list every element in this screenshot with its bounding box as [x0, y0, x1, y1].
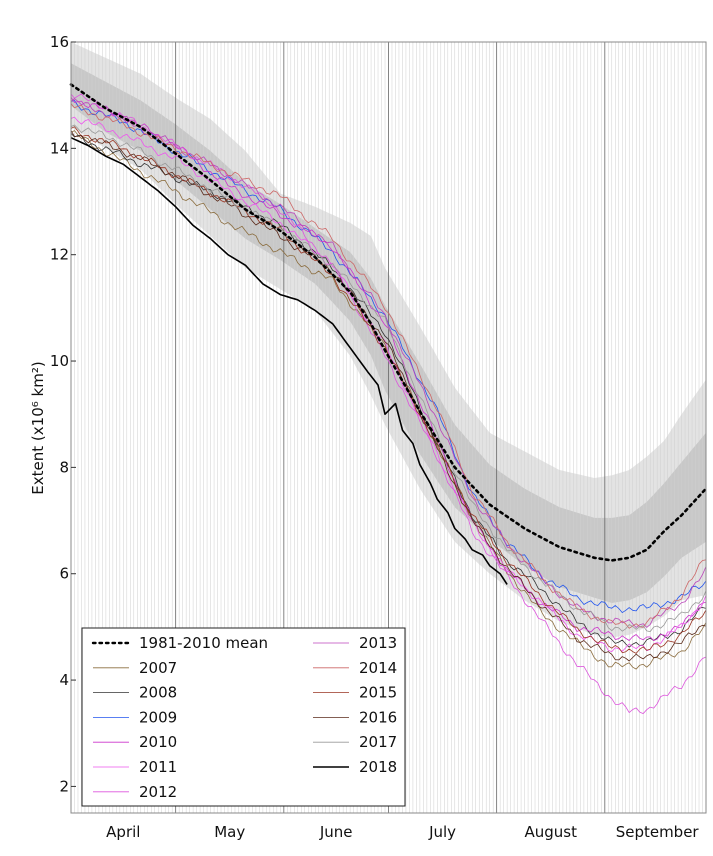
legend-label: 2012 — [139, 783, 177, 801]
legend-label: 2014 — [359, 659, 397, 677]
series-line-2014 — [70, 103, 707, 629]
legend-label: 2013 — [359, 634, 397, 652]
x-month-label: August — [524, 823, 577, 841]
series-line-2011 — [70, 116, 707, 652]
series-line-2008 — [70, 132, 707, 648]
series-line-2016 — [70, 130, 707, 662]
legend-box — [81, 627, 406, 807]
series-line-mean — [69, 83, 708, 562]
legend-label: 2009 — [139, 708, 177, 726]
legend-label: 2017 — [359, 733, 397, 751]
y-tick-label: 12 — [50, 246, 69, 264]
x-axis: April May June July August September — [106, 823, 699, 841]
legend-label: 1981-2010 mean — [139, 634, 268, 652]
y-tick-label: 6 — [59, 565, 69, 583]
series-line-2017 — [70, 124, 707, 632]
legend-label: 2010 — [139, 733, 177, 751]
x-month-label: April — [106, 823, 140, 841]
mean-series — [69, 83, 708, 562]
y-tick-label: 10 — [50, 352, 69, 370]
series-line-2012 — [70, 93, 707, 714]
x-month-label: June — [319, 823, 353, 841]
y-axis: 2 4 6 8 10 12 14 16 — [50, 33, 76, 795]
series-line-2018 — [70, 136, 508, 585]
plot-frame — [70, 41, 707, 814]
legend-label: 2008 — [139, 684, 177, 702]
series-line-2013 — [70, 98, 707, 628]
legend-label: 2015 — [359, 684, 397, 702]
legend-label: 2011 — [139, 758, 177, 776]
series-line-2009 — [70, 100, 707, 613]
y-tick-label: 4 — [59, 671, 69, 689]
legend: 1981-2010 mean 2007 2008 2009 2010 2011 2012 20… — [81, 627, 406, 807]
x-month-label: September — [616, 823, 700, 841]
y-tick-label: 16 — [50, 33, 69, 51]
legend-label: 2018 — [359, 758, 397, 776]
legend-label: 2007 — [139, 659, 177, 677]
y-tick-label: 2 — [59, 777, 69, 795]
year-series — [70, 93, 707, 714]
y-tick-label: 14 — [50, 139, 69, 157]
legend-label: 2016 — [359, 708, 397, 726]
x-month-label: July — [428, 823, 456, 841]
x-month-label: May — [214, 823, 245, 841]
y-tick-label: 8 — [59, 458, 69, 476]
y-axis-label: Extent (x10⁶ km²) — [29, 361, 47, 494]
